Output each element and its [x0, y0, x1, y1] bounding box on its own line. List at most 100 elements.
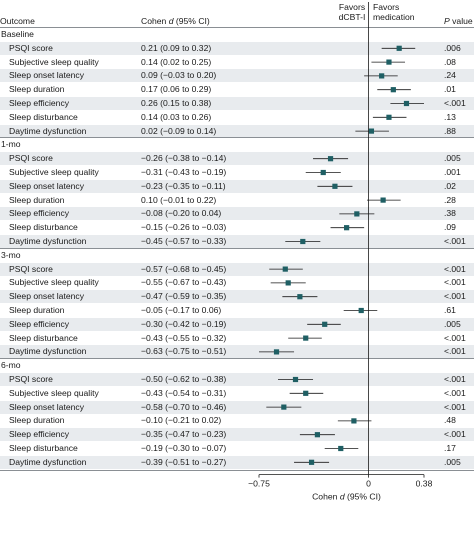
p-value: .17	[444, 443, 456, 453]
outcome-label: Daytime dysfunction	[9, 456, 87, 467]
effect-ci-text: −0.57 (−0.68 to −0.45)	[141, 263, 227, 274]
p-value: <.001	[444, 429, 466, 440]
effect-ci-text: 0.21 (0.09 to 0.32)	[141, 42, 212, 53]
p-value: .38	[444, 208, 456, 219]
effect-ci-text: 0.17 (0.06 to 0.29)	[141, 84, 212, 95]
effect-point	[282, 266, 288, 272]
effect-point	[303, 390, 309, 396]
effect-ci-text: −0.43 (−0.55 to −0.32)	[141, 332, 227, 343]
p-value: .005	[444, 153, 461, 164]
table-row: Subjective sleep quality −0.55 (−0.67 to …	[0, 276, 474, 289]
outcome-label: Sleep duration	[9, 84, 65, 95]
effect-point	[285, 280, 291, 286]
effect-point	[292, 376, 299, 383]
effect-point	[320, 169, 326, 176]
p-value: <.001	[444, 374, 466, 384]
outcome-label: Sleep duration	[9, 194, 65, 205]
effect-point	[273, 349, 280, 355]
p-value: .09	[444, 222, 456, 233]
outcome-label: PSQI score	[9, 153, 53, 164]
effect-point	[297, 294, 303, 300]
table-row: Sleep efficiency −0.30 (−0.42 to −0.19) .0…	[0, 317, 474, 331]
effect-point	[368, 128, 375, 134]
table-row: PSQI score −0.50 (−0.62 to −0.38) <.001	[0, 373, 474, 386]
table-row: Daytime dysfunction −0.45 (−0.57 to −0.33…	[0, 235, 474, 248]
table-row: Sleep efficiency 0.26 (0.15 to 0.38) <.001	[0, 97, 474, 110]
p-value: .24	[444, 70, 456, 81]
effect-ci-text: −0.23 (−0.35 to −0.11)	[141, 180, 226, 191]
table-row: Sleep efficiency −0.35 (−0.47 to −0.23) <.…	[0, 428, 474, 442]
effect-ci-text: −0.39 (−0.51 to −0.27)	[141, 456, 227, 467]
outcome-label: Sleep duration	[9, 305, 65, 315]
outcome-label: Sleep disturbance	[9, 443, 78, 453]
p-value: <.001	[444, 236, 466, 246]
effect-point	[300, 238, 306, 245]
outcome-label: Sleep onset latency	[9, 291, 85, 302]
favors-left-line2: dCBT-I	[338, 12, 366, 22]
outcome-label: Sleep onset latency	[9, 70, 85, 81]
table-row: Sleep efficiency −0.08 (−0.20 to 0.04) .38	[0, 207, 474, 221]
effect-ci-text: −0.35 (−0.47 to −0.23)	[141, 429, 227, 440]
table-row: Sleep disturbance 0.14 (0.03 to 0.26) .13	[0, 111, 474, 124]
outcome-label: Sleep duration	[9, 415, 65, 426]
p-value: <.001	[444, 291, 466, 302]
effect-ci-text: −0.15 (−0.26 to −0.03)	[141, 222, 227, 233]
effect-ci-text: −0.63 (−0.75 to −0.51)	[141, 346, 227, 357]
table-row: Sleep onset latency −0.58 (−0.70 to −0.46…	[0, 400, 474, 414]
p-value: .005	[444, 318, 461, 329]
effect-point	[380, 197, 386, 203]
outcome-label: PSQI score	[9, 374, 53, 384]
effect-ci-text: 0.14 (0.02 to 0.25)	[141, 56, 212, 67]
effect-point	[303, 335, 309, 341]
outcome-label: Sleep efficiency	[9, 98, 70, 108]
x-tick-label: 0.38	[416, 479, 433, 489]
outcome-label: Daytime dysfunction	[9, 236, 87, 246]
p-value: .13	[444, 111, 456, 122]
p-value: <.001	[444, 98, 466, 108]
outcome-label: Daytime dysfunction	[9, 346, 87, 357]
effect-ci-text: 0.26 (0.15 to 0.38)	[141, 98, 212, 108]
table-row: Sleep duration −0.05 (−0.17 to 0.06) .61	[0, 304, 474, 317]
effect-ci-text: 0.10 (−0.01 to 0.22)	[141, 194, 217, 205]
section-divider	[0, 358, 474, 360]
section-header: Baseline	[0, 28, 474, 41]
pvalue-header: P value	[444, 16, 473, 26]
outcome-label: Subjective sleep quality	[9, 167, 99, 177]
effect-point	[390, 87, 396, 93]
p-value: .02	[444, 180, 456, 191]
effect-ci-text: −0.19 (−0.30 to −0.07)	[141, 443, 227, 453]
effect-ci-text: 0.02 (−0.09 to 0.14)	[141, 125, 217, 136]
table-row: Sleep duration −0.10 (−0.21 to 0.02) .48	[0, 414, 474, 427]
effect-point	[386, 114, 392, 120]
table-bottom-rule	[0, 469, 474, 471]
section-divider	[0, 27, 474, 28]
p-value: .006	[444, 42, 461, 53]
favors-dcbti-header: Favors dCBT-I	[332, 2, 372, 22]
outcome-label: Sleep efficiency	[9, 429, 70, 440]
effect-point	[322, 321, 328, 327]
table-row: Sleep onset latency −0.47 (−0.59 to −0.35…	[0, 290, 474, 304]
outcome-label: Sleep onset latency	[9, 401, 85, 412]
section-divider	[0, 247, 474, 249]
favors-medication-header: Favors medication	[373, 2, 415, 22]
p-value: .28	[444, 194, 456, 205]
p-value: .48	[444, 415, 456, 426]
effect-point	[379, 73, 385, 79]
p-value: <.001	[444, 263, 466, 274]
p-value: <.001	[444, 277, 466, 288]
table-row: Sleep disturbance −0.15 (−0.26 to −0.03).…	[0, 221, 474, 234]
table-row: Subjective sleep quality −0.43 (−0.54 to …	[0, 387, 474, 400]
effect-point	[308, 459, 315, 465]
effect-point	[358, 307, 364, 314]
favors-left-line1: Favors	[338, 2, 366, 12]
effect-ci-text: −0.47 (−0.59 to −0.35)	[141, 291, 227, 302]
p-value: .005	[444, 456, 461, 467]
table-row: Daytime dysfunction −0.39 (−0.51 to −0.27…	[0, 455, 474, 469]
outcome-header: Outcome	[0, 16, 35, 26]
effect-point	[344, 225, 350, 231]
outcome-label: Sleep efficiency	[9, 318, 70, 329]
outcome-label: Subjective sleep quality	[9, 56, 99, 67]
effect-ci-text: 0.14 (0.03 to 0.26)	[141, 111, 212, 122]
effect-ci-text: −0.45 (−0.57 to −0.33)	[141, 236, 227, 246]
